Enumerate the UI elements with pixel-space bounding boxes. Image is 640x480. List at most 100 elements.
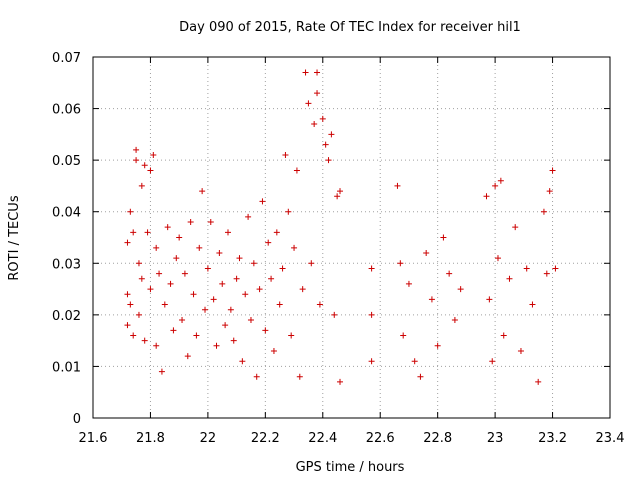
data-point — [543, 270, 550, 277]
data-point — [167, 280, 174, 287]
data-point — [141, 162, 148, 169]
data-point — [181, 270, 188, 277]
data-point — [368, 358, 375, 365]
x-tick-labels: 21.6 21.8 22 22.2 22.4 22.6 22.8 23 23.2 23.4 — [79, 431, 625, 446]
data-point — [428, 296, 435, 303]
data-point — [207, 219, 214, 226]
data-point — [279, 265, 286, 272]
data-point — [529, 301, 536, 308]
data-point — [451, 317, 458, 324]
data-point — [457, 286, 464, 293]
data-point — [314, 90, 321, 97]
data-point — [270, 347, 277, 354]
data-point — [311, 121, 318, 128]
tick-marks — [92, 56, 611, 419]
data-point — [173, 255, 180, 262]
data-point — [135, 260, 142, 267]
data-point — [259, 198, 266, 205]
data-point — [184, 353, 191, 360]
y-tick-label: 0.07 — [52, 51, 81, 66]
data-point — [446, 270, 453, 277]
data-point — [144, 229, 151, 236]
data-point — [199, 188, 206, 195]
data-point — [124, 291, 131, 298]
data-point — [331, 311, 338, 318]
data-point — [540, 208, 547, 215]
data-point — [549, 167, 556, 174]
data-point — [230, 337, 237, 344]
data-point — [291, 244, 298, 251]
data-point — [285, 208, 292, 215]
x-tick-label: 23.2 — [538, 431, 567, 446]
data-point — [176, 234, 183, 241]
y-tick-label: 0.04 — [52, 206, 81, 221]
data-point — [308, 260, 315, 267]
data-point — [305, 100, 312, 107]
data-point — [319, 115, 326, 122]
x-axis-label: GPS time / hours — [296, 460, 405, 475]
data-point — [394, 182, 401, 189]
data-point — [417, 373, 424, 380]
y-tick-label: 0 — [73, 412, 81, 427]
data-point — [233, 275, 240, 282]
data-point — [239, 358, 246, 365]
data-point — [405, 280, 412, 287]
data-point — [523, 265, 530, 272]
plot-frame — [92, 56, 611, 419]
data-point — [434, 342, 441, 349]
data-point — [210, 296, 217, 303]
data-point — [397, 260, 404, 267]
x-tick-label: 22.2 — [251, 431, 280, 446]
x-tick-label: 22.8 — [423, 431, 452, 446]
data-point — [273, 229, 280, 236]
data-point — [256, 286, 263, 293]
data-point — [147, 167, 154, 174]
data-point — [156, 270, 163, 277]
data-point — [216, 249, 223, 256]
data-point — [133, 157, 140, 164]
data-point — [400, 332, 407, 339]
data-point — [440, 234, 447, 241]
data-point — [517, 347, 524, 354]
x-tick-label: 22.4 — [308, 431, 337, 446]
data-point — [187, 219, 194, 226]
data-point — [282, 151, 289, 158]
data-point — [296, 373, 303, 380]
x-tick-label: 21.6 — [79, 431, 108, 446]
data-points — [124, 69, 559, 385]
data-point — [337, 188, 344, 195]
data-point — [127, 208, 134, 215]
data-point — [262, 327, 269, 334]
data-point — [250, 260, 257, 267]
data-point — [127, 301, 134, 308]
data-point — [245, 213, 252, 220]
data-point — [141, 337, 148, 344]
data-point — [546, 188, 553, 195]
y-tick-label: 0.01 — [52, 360, 81, 375]
data-point — [299, 286, 306, 293]
data-point — [492, 182, 499, 189]
data-point — [486, 296, 493, 303]
data-point — [322, 141, 329, 148]
data-point — [150, 151, 157, 158]
data-point — [276, 301, 283, 308]
data-point — [483, 193, 490, 200]
x-tick-label: 23 — [487, 431, 504, 446]
chart-title: Day 090 of 2015, Rate Of TEC Index for r… — [179, 20, 521, 35]
data-point — [153, 342, 160, 349]
data-point — [489, 358, 496, 365]
data-point — [288, 332, 295, 339]
data-point — [124, 322, 131, 329]
data-point — [202, 306, 209, 313]
data-point — [265, 239, 272, 246]
data-point — [535, 378, 542, 385]
data-point — [219, 280, 226, 287]
data-point — [213, 342, 220, 349]
data-point — [236, 255, 243, 262]
y-axis-label: ROTI / TECUs — [7, 195, 22, 280]
x-tick-label: 21.8 — [136, 431, 165, 446]
data-point — [138, 182, 145, 189]
data-point — [423, 249, 430, 256]
data-point — [247, 317, 254, 324]
grid — [92, 56, 611, 419]
